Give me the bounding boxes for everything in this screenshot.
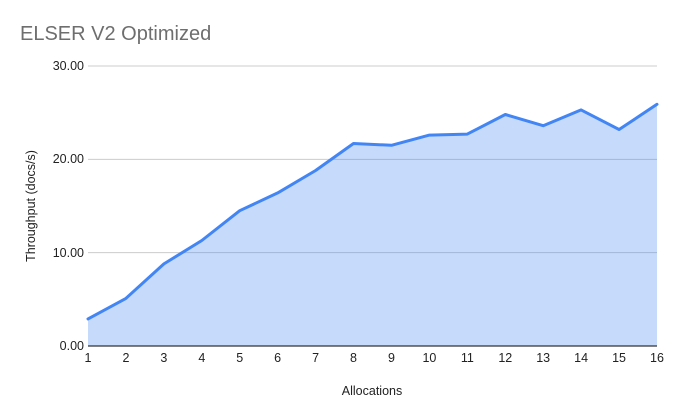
x-axis-title: Allocations	[341, 384, 403, 398]
x-tick-label: 15	[612, 351, 627, 365]
x-tick-label: 9	[387, 351, 395, 365]
x-tick-label: 8	[350, 351, 358, 365]
series-line	[86, 102, 659, 321]
x-tick-label: 6	[274, 351, 282, 365]
x-tick-label: 2	[122, 351, 130, 365]
y-axis-title: Throughput (docs/s)	[24, 150, 38, 262]
x-tick-label: 3	[160, 351, 168, 365]
y-tick-label: 10.00	[52, 245, 84, 260]
x-tick-label: 1	[84, 351, 92, 365]
x-tick-label: 5	[236, 351, 244, 365]
x-tick-label: 13	[536, 351, 551, 365]
x-tick-label: 7	[312, 351, 320, 365]
y-tick-label: 20.00	[52, 152, 84, 167]
x-tick-label: 11	[460, 351, 474, 365]
area-fill	[88, 104, 657, 346]
x-tick-label: 16	[650, 351, 664, 365]
x-tick-label: 12	[498, 351, 513, 365]
x-tick-label: 10	[422, 351, 437, 365]
y-tick-label: 30.00	[52, 59, 84, 73]
chart-title: ELSER V2 Optimized	[20, 23, 212, 45]
x-tick-label: 4	[198, 351, 206, 365]
x-tick-label: 14	[574, 351, 589, 365]
y-tick-label: 0.00	[59, 339, 84, 353]
